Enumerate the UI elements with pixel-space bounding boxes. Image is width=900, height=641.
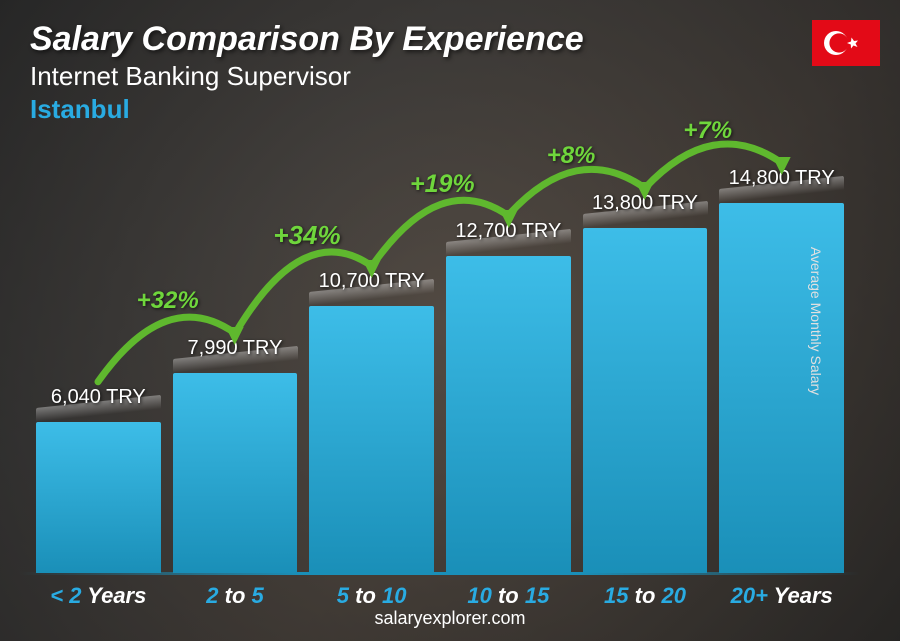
bar-wrap: 6,040 TRY< 2 Years <box>36 422 161 573</box>
footer-attribution: salaryexplorer.com <box>0 608 900 629</box>
increase-percent-label: +34% <box>273 220 340 251</box>
bar-category-label: < 2 Years <box>50 583 146 609</box>
bar-value-label: 14,800 TRY <box>729 167 835 190</box>
bar: 13,800 TRY <box>583 228 708 573</box>
bar: 14,800 TRY <box>719 203 844 573</box>
turkey-flag-icon <box>812 20 880 66</box>
increase-percent-label: +19% <box>410 170 475 199</box>
bar: 6,040 TRY <box>36 422 161 573</box>
increase-percent-label: +32% <box>137 287 199 315</box>
chart-subtitle: Internet Banking Supervisor <box>30 61 870 92</box>
bar-category-label: 15 to 20 <box>604 583 686 609</box>
bar-value-label: 12,700 TRY <box>455 220 561 243</box>
bar-wrap: 13,800 TRY15 to 20 <box>583 228 708 573</box>
increase-percent-label: +8% <box>547 142 596 170</box>
chart-title: Salary Comparison By Experience <box>30 20 870 59</box>
bar: 10,700 TRY <box>309 306 434 574</box>
bar-value-label: 13,800 TRY <box>592 192 698 215</box>
bar-wrap: 7,990 TRY2 to 5 <box>173 373 298 573</box>
bar-category-label: 2 to 5 <box>206 583 264 609</box>
bar: 12,700 TRY <box>446 256 571 574</box>
bar-wrap: 14,800 TRY20+ Years <box>719 203 844 573</box>
chart-header: Salary Comparison By Experience Internet… <box>30 20 870 125</box>
bar-value-label: 10,700 TRY <box>319 270 425 293</box>
bar: 7,990 TRY <box>173 373 298 573</box>
y-axis-label: Average Monthly Salary <box>808 246 824 394</box>
bar-value-label: 6,040 TRY <box>51 386 146 409</box>
chart-location: Istanbul <box>30 94 870 125</box>
bar-value-label: 7,990 TRY <box>188 337 283 360</box>
bar-category-label: 20+ Years <box>731 583 833 609</box>
bar-wrap: 10,700 TRY5 to 10 <box>309 306 434 574</box>
bar-category-label: 5 to 10 <box>337 583 407 609</box>
bar-wrap: 12,700 TRY10 to 15 <box>446 256 571 574</box>
salary-chart-container: Salary Comparison By Experience Internet… <box>0 0 900 641</box>
bar-category-label: 10 to 15 <box>467 583 549 609</box>
